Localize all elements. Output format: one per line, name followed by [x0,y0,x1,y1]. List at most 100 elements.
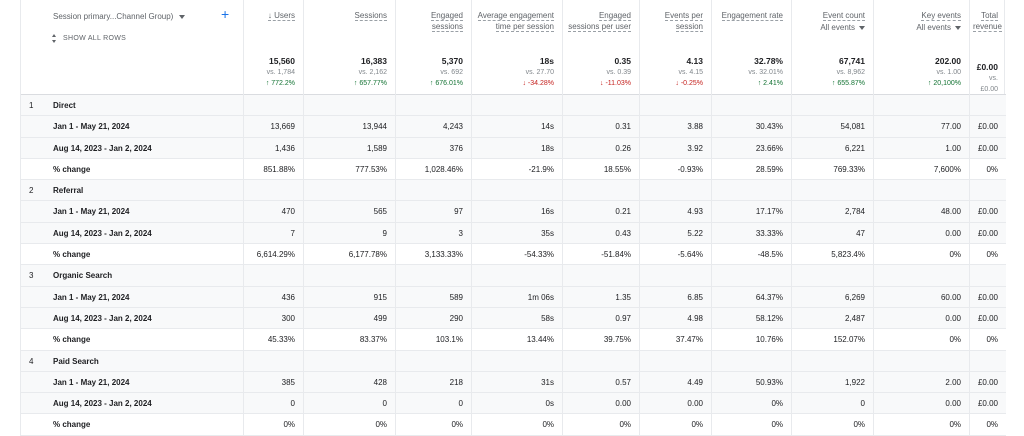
metric-total-comparison: vs. 1.00 [928,67,961,78]
metric-header-label-wrap[interactable]: Key events All events [877,10,961,33]
add-dimension-button[interactable]: + [221,6,229,22]
table-row-label: % change [53,244,90,265]
metric-header-label-wrap[interactable]: Total revenue [973,10,998,32]
table-cell: 4.98 [639,308,711,329]
report-table: Session primary...Channel Group) + SHOW … [21,0,1006,436]
table-cell: 565 [303,201,395,222]
table-cell: 0% [969,329,1006,350]
metric-header-label-wrap[interactable]: Events per session [643,10,703,32]
table-cell: -48.5% [711,244,791,265]
chevron-down-icon [859,26,865,30]
table-cell [303,265,395,286]
table-row[interactable]: Jan 1 - May 21, 2024 385 428 218 31s 0.57 4.49… [21,372,1006,393]
table-row[interactable]: % change 0% 0% 0% 0% 0% 0% 0% 0% 0% 0% [21,414,1006,435]
metric-header-0: ↓ Users 15,560 vs. 1,784 ↑ 772.2% [243,0,303,95]
table-cell: £0.00 [969,223,1006,244]
metric-total-value: 202.00 [928,56,961,67]
table-cell: 0% [873,244,969,265]
show-all-rows-button[interactable]: SHOW ALL ROWS [51,34,126,43]
metric-total-value: £0.00 [970,62,998,73]
group-row[interactable]: 2 Referral [21,180,1006,201]
metric-header-label-wrap[interactable]: Engaged sessions [399,10,463,32]
table-row-label: % change [53,414,90,435]
table-cell: 2.00 [873,372,969,393]
table-cell: -51.84% [562,244,639,265]
metric-total-value: 4.13 [675,56,703,67]
table-cell [639,180,711,201]
table-cell [969,95,1006,116]
table-cell: 0% [969,159,1006,180]
chevron-down-icon [179,15,185,19]
table-cell: 39.75% [562,329,639,350]
table-row[interactable]: % change 45.33% 83.37% 103.1% 13.44% 39.75% 37… [21,329,1006,350]
table-cell: 290 [395,308,471,329]
table-header: Session primary...Channel Group) + SHOW … [21,0,1006,95]
dimension-selector[interactable]: Session primary...Channel Group) [53,12,185,21]
table-row[interactable]: Aug 14, 2023 - Jan 2, 2024 1,436 1,589 376 1… [21,138,1006,159]
table-cell: 385 [243,372,303,393]
table-cell: 0.00 [639,393,711,414]
table-row[interactable]: Jan 1 - May 21, 2024 13,669 13,944 4,243 14s… [21,116,1006,137]
table-cell: -0.93% [639,159,711,180]
table-cell: 3 [395,223,471,244]
table-cell: 0% [791,414,873,435]
table-cell: 6,614.29% [243,244,303,265]
table-cell: 6.85 [639,287,711,308]
table-cell [969,351,1006,372]
metric-header-label-wrap[interactable]: Engagement rate [715,10,783,21]
metric-total: 4.13 vs. 4.15 ↓ -0.25% [675,56,703,89]
metric-total: 0.35 vs. 0.39 ↓ -11.03% [600,56,631,89]
table-cell: 58.12% [711,308,791,329]
table-row[interactable]: Aug 14, 2023 - Jan 2, 2024 7 9 3 35s 0.43 5.22… [21,223,1006,244]
table-row[interactable]: Jan 1 - May 21, 2024 470 565 97 16s 0.21 4.93 1… [21,201,1006,222]
table-cell: 428 [303,372,395,393]
metric-header-label-wrap[interactable]: Average engagement time per session [475,10,554,32]
table-cell [791,265,873,286]
metric-total-change: ↑ 676.01% [430,78,463,89]
table-cell: 436 [243,287,303,308]
table-cell [791,351,873,372]
group-row-label: Direct [53,95,76,116]
table-row[interactable]: Aug 14, 2023 - Jan 2, 2024 0 0 0 0s 0.00 0.00 0… [21,393,1006,414]
table-row-label: Jan 1 - May 21, 2024 [53,372,130,393]
group-row-number: 4 [29,351,33,372]
metric-total-change: ↑ 655.87% [832,78,865,89]
metric-total-change: ↑ 657.77% [354,78,387,89]
group-row[interactable]: 1 Direct [21,95,1006,116]
metric-header-9: Total revenue £0.00 vs. £0.00 [969,0,1006,95]
metric-header-label: ↓ Users [268,11,295,21]
metric-header-label: Engagement rate [722,11,783,21]
table-cell: 9 [303,223,395,244]
table-cell: 0 [395,393,471,414]
metric-header-label-wrap[interactable]: ↓ Users [247,10,295,21]
table-cell: 23.66% [711,138,791,159]
table-cell: 6,221 [791,138,873,159]
metric-total-value: 16,383 [354,56,387,67]
metric-header-label-wrap[interactable]: Engaged sessions per user [566,10,631,32]
metric-total-change: ↓ -34.28% [522,78,554,89]
table-row[interactable]: % change 851.88% 777.53% 1,028.46% -21.9% 18.… [21,159,1006,180]
group-row[interactable]: 3 Organic Search [21,265,1006,286]
table-cell [873,180,969,201]
metric-total-value: 32.78% [748,56,783,67]
table-row[interactable]: Aug 14, 2023 - Jan 2, 2024 300 499 290 58s 0.… [21,308,1006,329]
table-cell: 0.00 [873,308,969,329]
metric-header-4: Engaged sessions per user 0.35 vs. 0.39 ↓ -… [562,0,639,95]
table-cell [711,95,791,116]
table-row-label: % change [53,329,90,350]
group-row[interactable]: 4 Paid Search [21,351,1006,372]
table-cell [471,180,562,201]
metric-total: £0.00 vs. £0.00 [970,62,998,95]
table-cell: 77.00 [873,116,969,137]
table-cell: 300 [243,308,303,329]
metric-header-label-wrap[interactable]: Event count All events [795,10,865,33]
metric-event-filter[interactable]: All events [877,22,961,33]
metric-event-filter[interactable]: All events [795,22,865,33]
table-cell: 0% [303,414,395,435]
metric-total-change: ↑ 772.2% [266,78,295,89]
table-row[interactable]: % change 6,614.29% 6,177.78% 3,133.33% -54.3… [21,244,1006,265]
table-row[interactable]: Jan 1 - May 21, 2024 436 915 589 1m 06s 1.35 6… [21,287,1006,308]
metric-total-comparison: vs. 0.39 [600,67,631,78]
table-cell: 0.00 [562,393,639,414]
metric-header-label-wrap[interactable]: Sessions [307,10,387,21]
